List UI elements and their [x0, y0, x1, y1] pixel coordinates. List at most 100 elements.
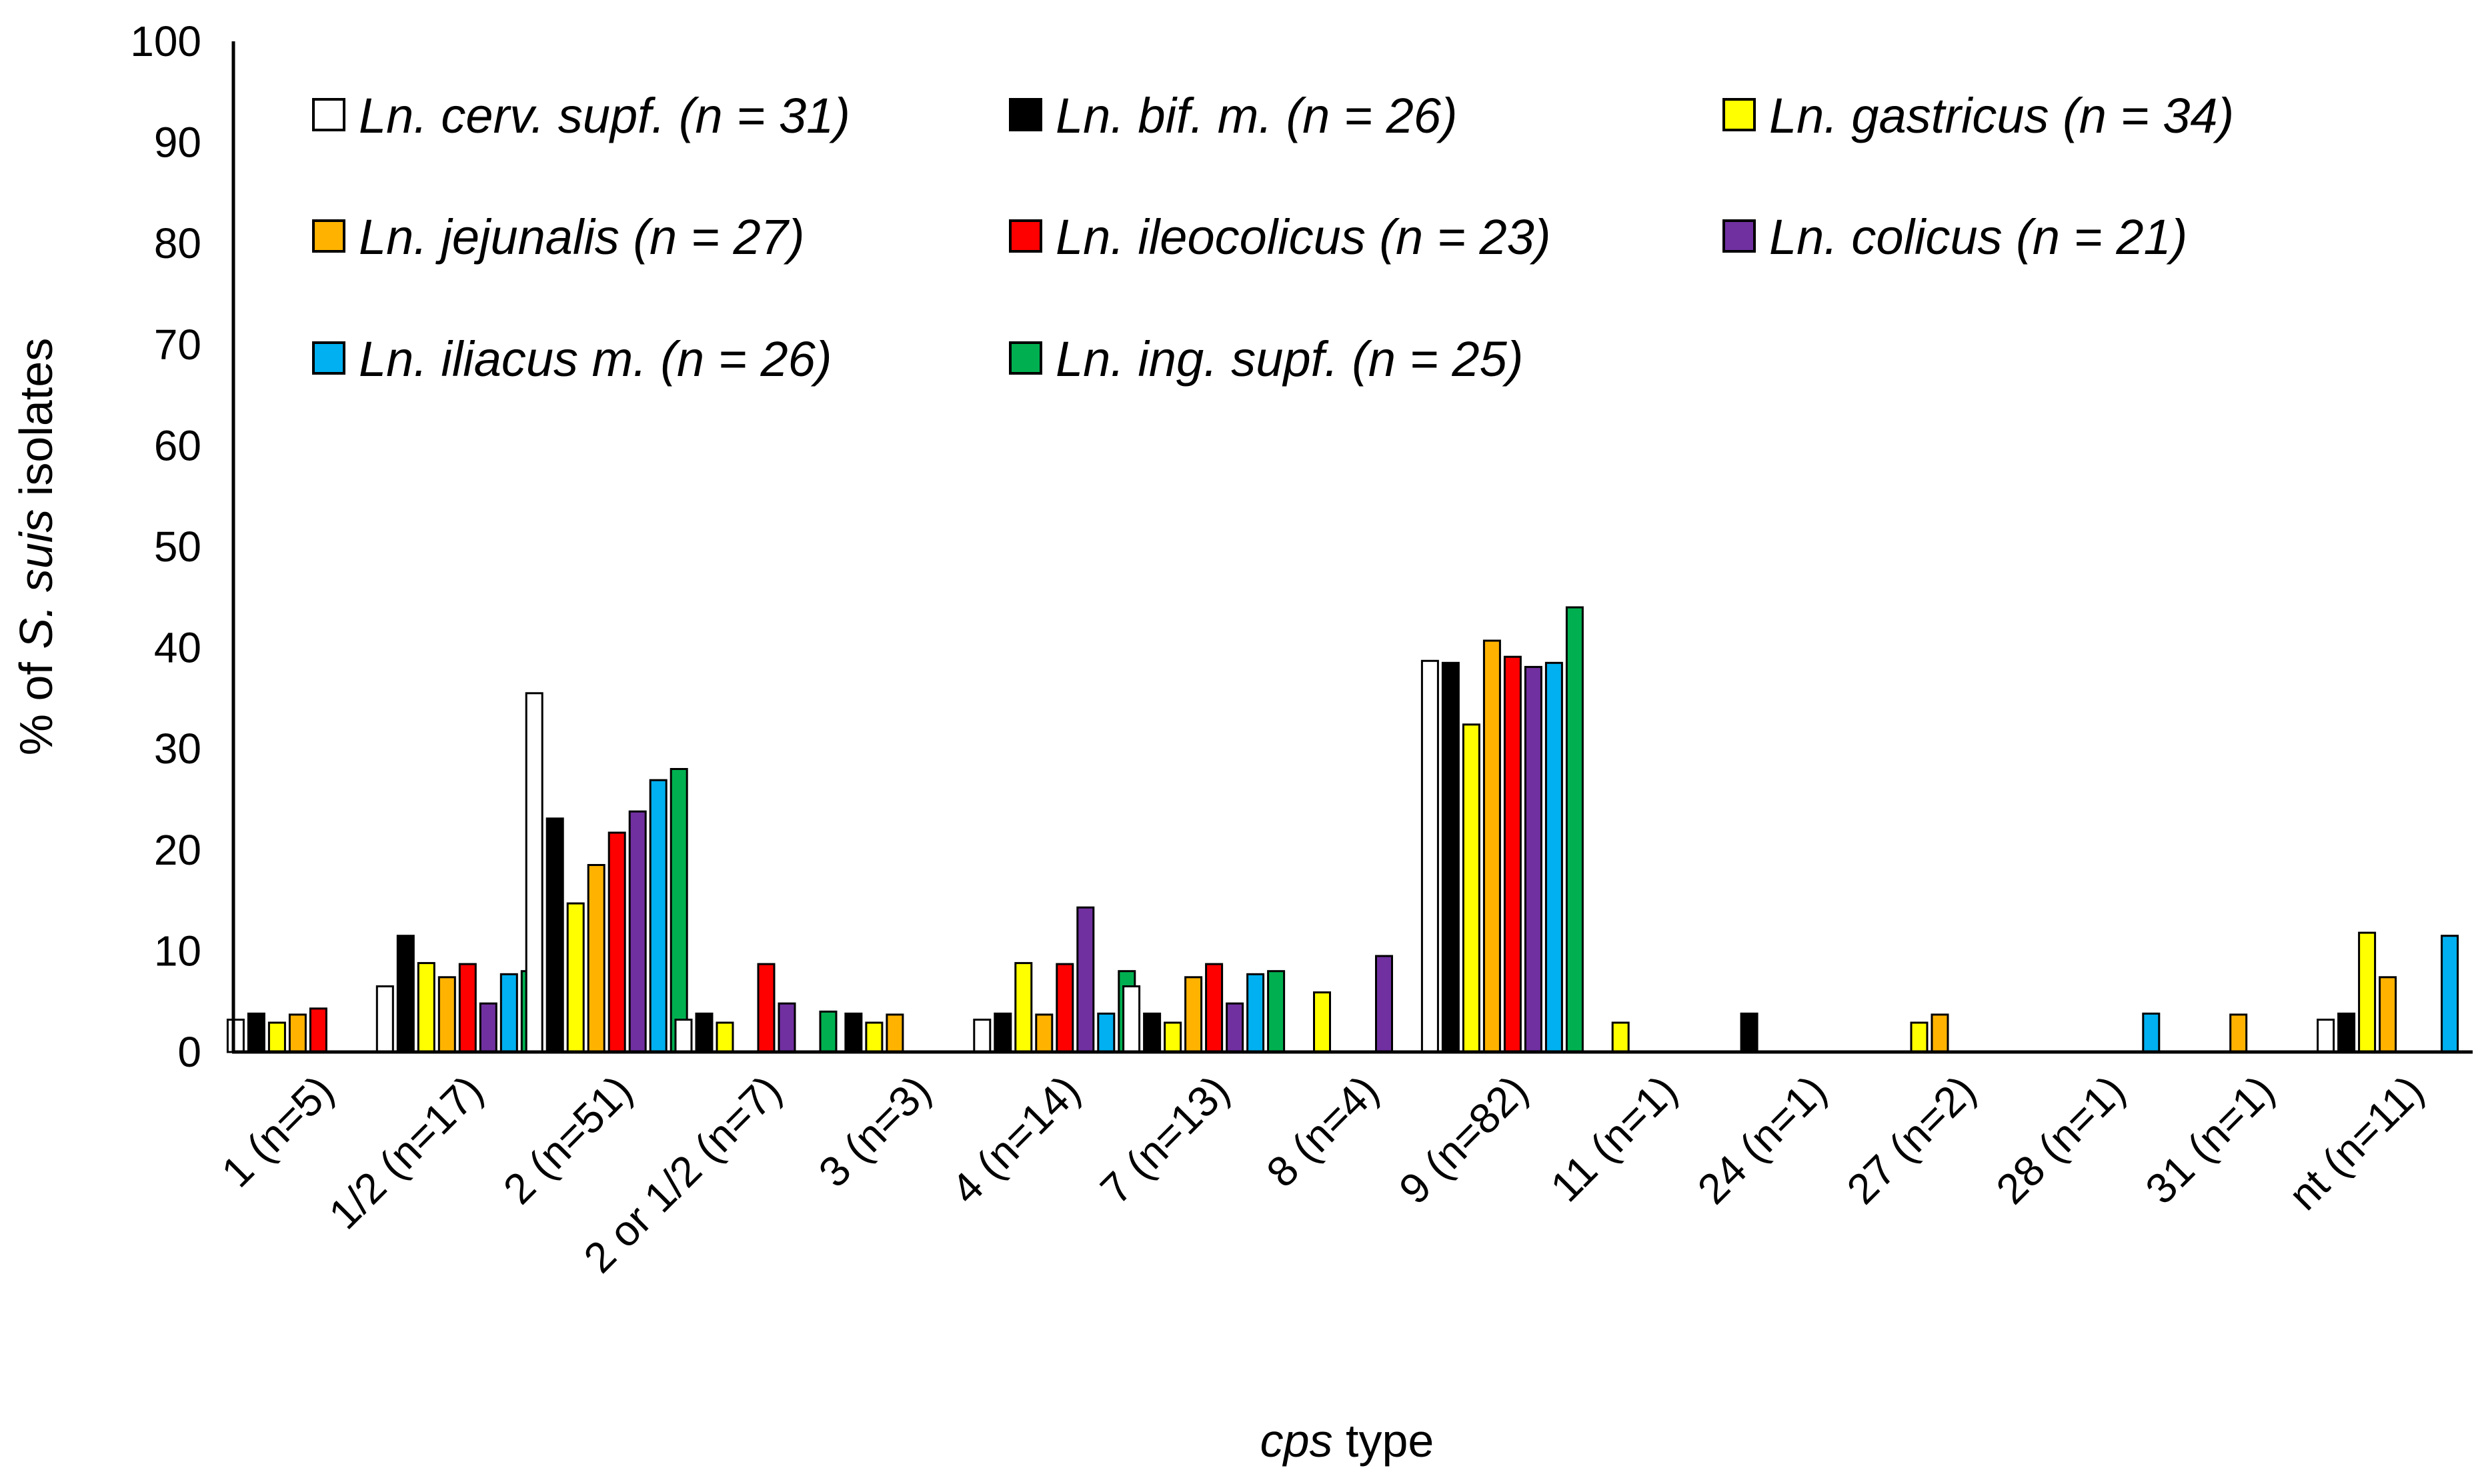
- bar: [2142, 1012, 2161, 1053]
- bar: [1184, 976, 1203, 1053]
- bar: [844, 1012, 863, 1053]
- x-tick-label: 28 (n=1): [1987, 1066, 2134, 1213]
- x-tick-label: 11 (n=1): [1541, 1066, 1686, 1211]
- bar: [1246, 973, 1265, 1053]
- bar: [1313, 991, 1331, 1053]
- bar: [1076, 906, 1095, 1053]
- bar: [994, 1012, 1012, 1053]
- x-tick-label: 1/2 (n=17): [319, 1066, 491, 1238]
- x-tick-label: 4 (n=14): [942, 1066, 1089, 1213]
- x-tick-label: 27 (n=2): [1838, 1066, 1985, 1213]
- y-tick-label: 50: [154, 523, 201, 571]
- bar: [525, 692, 543, 1053]
- bar: [1122, 985, 1141, 1053]
- x-axis-title: cps type: [1260, 1415, 1434, 1467]
- bar: [649, 779, 668, 1053]
- legend-swatch: [312, 98, 345, 131]
- x-tick-label: 9 (n=82): [1390, 1066, 1537, 1213]
- x-tick-label: 24 (n=1): [1688, 1066, 1836, 1213]
- y-tick-label: 20: [154, 826, 201, 874]
- bar: [458, 963, 477, 1053]
- x-tick-label: 2 (n=51): [494, 1066, 642, 1213]
- bar: [1544, 661, 1563, 1053]
- bar: [973, 1019, 992, 1053]
- bar: [865, 1021, 884, 1053]
- bar: [2379, 976, 2397, 1053]
- bar: [288, 1013, 307, 1053]
- bar: [2441, 935, 2459, 1053]
- legend-swatch: [1722, 219, 1756, 253]
- bar: [1097, 1012, 1116, 1053]
- legend-swatch: [312, 219, 345, 253]
- bar: [226, 1019, 245, 1053]
- y-axis-title: % of S. suis isolates: [10, 338, 62, 755]
- bar: [1143, 1012, 1162, 1053]
- bar: [1462, 723, 1480, 1053]
- bar: [628, 810, 647, 1053]
- bar: [1524, 665, 1542, 1053]
- bar: [545, 817, 564, 1053]
- legend-label: Ln. cerv. supf. (n = 31): [359, 88, 850, 143]
- legend-swatch: [312, 341, 345, 375]
- legend-label: Ln. iliacus m. (n = 26): [359, 331, 832, 387]
- bar: [1164, 1021, 1182, 1053]
- bar: [1441, 661, 1460, 1053]
- y-tick-label: 70: [154, 321, 201, 369]
- bar: [437, 976, 456, 1053]
- bar: [1482, 639, 1501, 1053]
- x-tick-label: 7 (n=13): [1091, 1066, 1238, 1213]
- bar: [1611, 1021, 1630, 1053]
- bar: [778, 1002, 796, 1053]
- bar: [1931, 1013, 1949, 1053]
- x-tick-label: nt (n=11): [2279, 1066, 2433, 1219]
- y-axis-title-suffix: isolates: [10, 338, 62, 509]
- bar: [417, 962, 435, 1053]
- x-tick-label: 31 (n=1): [2136, 1066, 2283, 1213]
- bar: [2229, 1013, 2248, 1053]
- bar: [566, 902, 585, 1053]
- y-axis-title-italic: S. suis: [10, 509, 62, 649]
- legend-label: Ln. gastricus (n = 34): [1769, 88, 2234, 143]
- bar: [375, 985, 394, 1053]
- x-tick-labels: 1 (n=5)1/2 (n=17) 2 (n=51)2 or 1/2 (n=7) 3…: [212, 1066, 2433, 1282]
- legend-label: Ln. ileocolicus (n = 23): [1056, 209, 1550, 265]
- bar: [479, 1002, 497, 1053]
- bar: [499, 973, 518, 1053]
- y-tick-labels: 0 10 20 30 40 50 60 70 80 90 100: [130, 17, 201, 1076]
- bar: [1226, 1002, 1244, 1053]
- legend-label: Ln. ing. supf. (n = 25): [1056, 331, 1523, 387]
- bar: [819, 1010, 838, 1053]
- legend-swatch: [1009, 341, 1042, 375]
- legend-label: Ln. bif. m. (n = 26): [1056, 88, 1458, 143]
- legend: Ln. cerv. supf. (n = 31) Ln. bif. m. (n =…: [312, 88, 2234, 387]
- bar: [607, 831, 626, 1053]
- bar: [716, 1021, 734, 1053]
- bar: [2337, 1012, 2356, 1053]
- y-tick-label: 80: [154, 219, 201, 267]
- x-axis-title-rest: type: [1333, 1415, 1434, 1467]
- bar: [674, 1019, 693, 1053]
- bar: [695, 1012, 714, 1053]
- y-tick-label: 40: [154, 624, 201, 672]
- bars: [226, 606, 2459, 1053]
- bar: [1910, 1021, 1929, 1053]
- y-tick-label: 0: [177, 1028, 201, 1076]
- x-axis-title-italic: cps: [1260, 1415, 1333, 1467]
- bar: [309, 1007, 327, 1053]
- bar: [886, 1013, 904, 1053]
- x-tick-label: 1 (n=5): [212, 1066, 343, 1197]
- bar: [267, 1021, 286, 1053]
- legend-label: Ln. jejunalis (n = 27): [359, 209, 804, 265]
- y-tick-label: 30: [154, 725, 201, 773]
- bar: [1014, 962, 1033, 1053]
- bar: [1056, 963, 1074, 1053]
- bar: [2358, 931, 2377, 1053]
- y-tick-label: 60: [154, 421, 201, 469]
- bar: [1375, 955, 1393, 1053]
- legend-label: Ln. colicus (n = 21): [1769, 209, 2187, 265]
- y-tick-label: 90: [154, 119, 201, 167]
- legend-swatch: [1722, 98, 1756, 131]
- bar: [2317, 1019, 2335, 1053]
- legend-swatch: [1009, 98, 1042, 131]
